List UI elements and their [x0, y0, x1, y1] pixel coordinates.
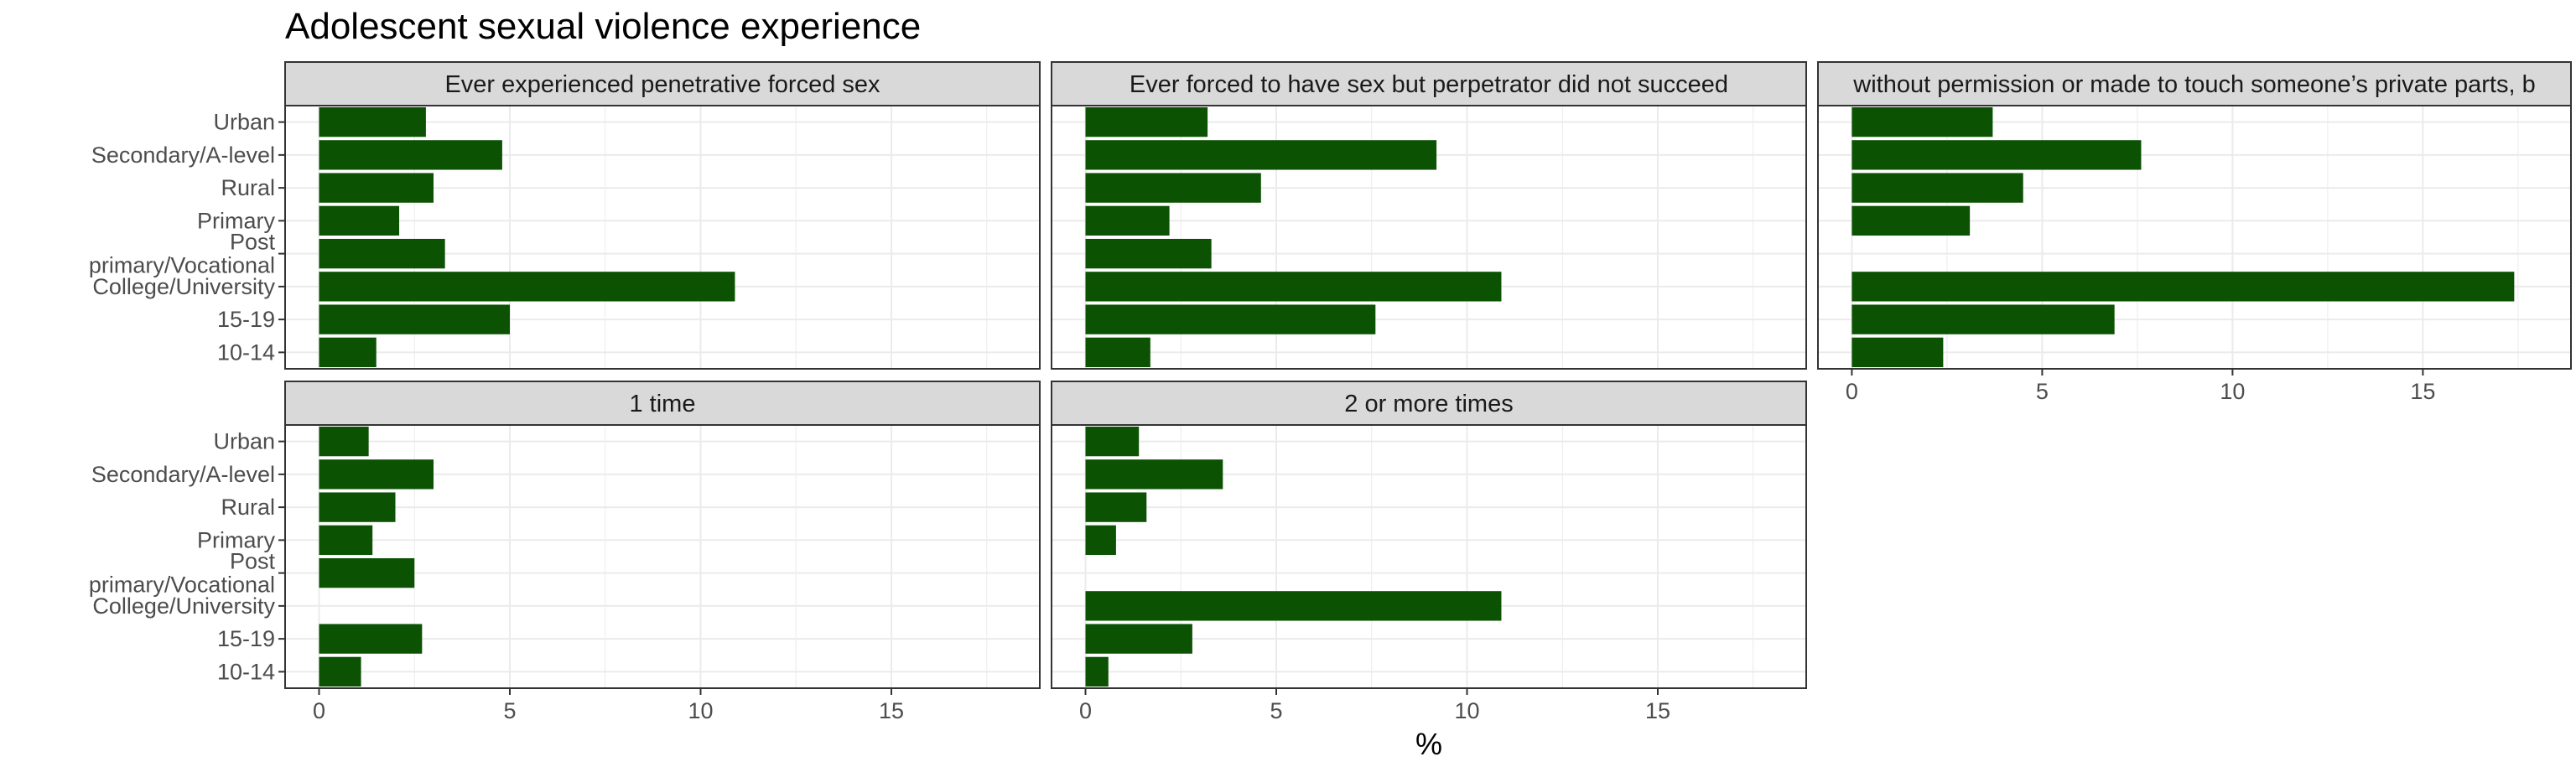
y-tick-label: Secondary/A-level: [91, 142, 275, 168]
bar: [1085, 205, 1170, 236]
y-tick-label: 10-14: [217, 339, 275, 365]
y-tick-label: Primary: [197, 208, 275, 233]
facet-strip-label: without permission or made to touch some…: [1852, 71, 2536, 98]
y-tick-label: Rural: [221, 175, 275, 200]
y-tick-label: Rural: [221, 495, 275, 520]
bar: [1852, 140, 2142, 170]
x-axis-title: %: [1415, 727, 1442, 761]
x-tick-label: 10: [688, 698, 713, 723]
bar: [319, 624, 423, 654]
panel-border: [1817, 105, 2572, 370]
bar: [1085, 106, 1208, 137]
bar: [319, 492, 396, 522]
bar: [319, 173, 434, 203]
facet-panel: Ever forced to have sex but perpetrator …: [1051, 61, 1807, 370]
x-tick-label: 15: [1645, 698, 1670, 723]
bar: [1852, 304, 2115, 334]
bar: [1085, 525, 1116, 556]
x-tick-label: 5: [2036, 379, 2049, 404]
y-tick-label: 10-14: [217, 659, 275, 684]
y-tick-label: Post primary/Vocational: [89, 549, 276, 598]
y-tick-label-line: primary/Vocational: [89, 573, 275, 598]
facet-strip-label: Ever experienced penetrative forced sex: [444, 71, 880, 98]
facet-strip: [284, 61, 1041, 106]
bar: [319, 337, 377, 368]
x-tick-label: 0: [1846, 379, 1858, 404]
bar: [1085, 459, 1223, 490]
facet-strip: [1051, 381, 1807, 426]
facet-strip: [284, 381, 1041, 426]
y-tick-label: Primary: [197, 527, 275, 552]
x-tick-label: 15: [2410, 379, 2435, 404]
panel-border: [284, 105, 1041, 370]
bar: [1852, 106, 1993, 137]
facet-panel: 1 time Urban Secondary/A-level Rural Primary…: [89, 381, 1041, 723]
bar: [1852, 173, 2023, 203]
chart-title: Adolescent sexual violence experience: [285, 6, 921, 47]
bar: [1085, 238, 1212, 269]
x-tick-label: 5: [1270, 698, 1282, 723]
facet-panel: 2 or more times 0 5 10 15: [1051, 381, 1807, 723]
y-tick-label-line: Post: [230, 230, 276, 255]
bar: [1085, 492, 1147, 522]
bar: [1085, 304, 1376, 334]
bar: [1085, 337, 1150, 368]
bar: [1085, 591, 1502, 621]
bar: [319, 140, 502, 170]
facet-strip-label: 1 time: [630, 391, 696, 417]
x-tick-label: 0: [1079, 698, 1092, 723]
panel-border: [1051, 424, 1807, 689]
bar: [319, 272, 735, 302]
y-tick-label-line: primary/Vocational: [89, 253, 275, 278]
y-tick-label: 15-19: [217, 307, 275, 332]
bar: [319, 238, 445, 269]
bar: [319, 205, 400, 236]
bar: [319, 106, 426, 137]
facet-strip-label: 2 or more times: [1344, 391, 1513, 417]
x-tick-label: 0: [313, 698, 325, 723]
bar: [319, 304, 510, 334]
bar: [319, 459, 434, 490]
x-tick-label: 15: [879, 698, 904, 723]
y-tick-label: College/University: [92, 274, 275, 299]
facet-panels: Ever experienced penetrative forced sex U…: [89, 61, 2572, 723]
bar: [1085, 656, 1109, 687]
bar: [1085, 624, 1192, 654]
y-tick-label: College/University: [92, 593, 275, 619]
y-tick-label: 15-19: [217, 626, 275, 651]
x-tick-label: 5: [503, 698, 516, 723]
panel-border: [1051, 105, 1807, 370]
bar: [319, 426, 369, 457]
y-tick-label: Urban: [213, 429, 275, 454]
bar: [1852, 337, 1944, 368]
bar: [319, 525, 373, 556]
bar: [319, 557, 415, 588]
y-tick-label-line: Post: [230, 549, 276, 574]
x-tick-label: 10: [1454, 698, 1479, 723]
facet-strip-label: Ever forced to have sex but perpetrator …: [1130, 71, 1728, 98]
y-tick-label: Urban: [213, 110, 275, 135]
y-tick-label: Secondary/A-level: [91, 462, 275, 487]
facet-strip: [1051, 61, 1807, 106]
facet-strip: [1817, 61, 2572, 106]
facet-panel: Ever experienced penetrative forced sex U…: [89, 61, 1041, 370]
bar: [1852, 272, 2515, 302]
bar: [1085, 140, 1437, 170]
facet-panel: without permission or made to touch some…: [1817, 61, 2572, 404]
bar: [1852, 205, 1971, 236]
panel-border: [284, 424, 1041, 689]
bar: [319, 656, 361, 687]
bar: [1085, 272, 1502, 302]
bar: [1085, 426, 1140, 457]
bar: [1085, 173, 1261, 203]
x-tick-label: 10: [2220, 379, 2245, 404]
y-tick-label: Post primary/Vocational: [89, 230, 276, 278]
